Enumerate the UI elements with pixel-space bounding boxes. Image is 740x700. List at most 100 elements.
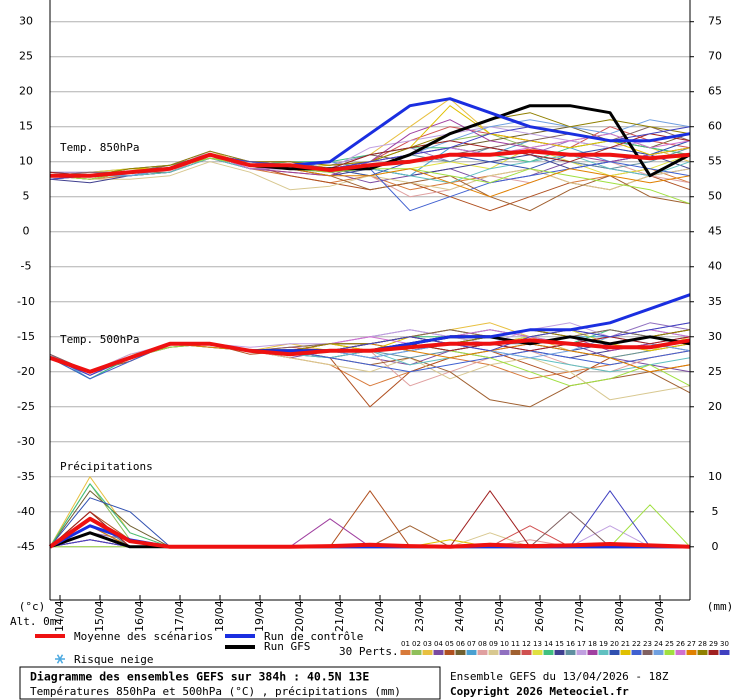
member-label: 05 bbox=[445, 640, 454, 648]
member-label: 11 bbox=[511, 640, 520, 648]
member-label: 17 bbox=[577, 640, 586, 648]
member-label: 18 bbox=[588, 640, 597, 648]
member-label: 15 bbox=[555, 640, 564, 648]
x-tick-label: 23/04 bbox=[413, 600, 426, 632]
legend-label: Moyenne des scénarios bbox=[74, 630, 213, 643]
member-swatch bbox=[598, 650, 609, 655]
member-swatch bbox=[697, 650, 708, 655]
member-label: 20 bbox=[610, 640, 619, 648]
member-label: 21 bbox=[621, 640, 630, 648]
snow-risk: Risque neige bbox=[74, 653, 153, 666]
member-label: 06 bbox=[456, 640, 465, 648]
member-swatch bbox=[609, 650, 620, 655]
legend-label: Run de contrôle bbox=[264, 630, 363, 643]
y2-tick-label: 10 bbox=[708, 470, 722, 483]
y-tick-label: -20 bbox=[17, 365, 35, 378]
y2-tick-label: 70 bbox=[708, 50, 722, 63]
x-tick-label: 18/04 bbox=[213, 600, 226, 632]
member-label: 13 bbox=[533, 640, 542, 648]
member-label: 10 bbox=[500, 640, 509, 648]
member-label: 27 bbox=[687, 640, 696, 648]
x-tick-label: 26/04 bbox=[533, 600, 546, 632]
altitude: Alt. 0m bbox=[10, 615, 57, 628]
member-label: 24 bbox=[654, 640, 663, 648]
y2-tick-label: 30 bbox=[708, 330, 722, 343]
y2-tick-label: 20 bbox=[708, 400, 722, 413]
title-box bbox=[19, 666, 441, 700]
y-tick-label: 15 bbox=[19, 120, 33, 133]
x-tick-label: 27/04 bbox=[573, 600, 586, 632]
y2-tick-label: 35 bbox=[708, 295, 722, 308]
member-label: 02 bbox=[412, 640, 421, 648]
y2-tick-label: 50 bbox=[708, 190, 722, 203]
x-tick-label: 29/04 bbox=[653, 600, 666, 632]
y-tick-label: -5 bbox=[21, 260, 32, 273]
y2-tick-label: 60 bbox=[708, 120, 722, 133]
x-tick-label: 19/04 bbox=[253, 600, 266, 632]
member-label: 19 bbox=[599, 640, 608, 648]
member-swatch bbox=[433, 650, 444, 655]
y2-tick-label: 45 bbox=[708, 225, 722, 238]
panel-label: Temp. 500hPa bbox=[60, 333, 139, 346]
member-label: 29 bbox=[709, 640, 718, 648]
member-swatch bbox=[488, 650, 499, 655]
y-tick-label: 10 bbox=[19, 155, 33, 168]
panel-label: Temp. 850hPa bbox=[60, 141, 139, 154]
y-tick-label: -30 bbox=[17, 435, 35, 448]
x-tick-label: 17/04 bbox=[173, 600, 186, 632]
series-line bbox=[48, 516, 691, 549]
y2-tick-label: 5 bbox=[712, 505, 719, 518]
series-lines bbox=[48, 97, 691, 549]
member-swatch bbox=[719, 650, 730, 655]
x-tick-label: 14/04 bbox=[53, 600, 66, 632]
member-label: 08 bbox=[478, 640, 487, 648]
member-swatch bbox=[510, 650, 521, 655]
member-swatch bbox=[543, 650, 554, 655]
member-label: 16 bbox=[566, 640, 575, 648]
member-swatch bbox=[400, 650, 411, 655]
member-label: 25 bbox=[665, 640, 674, 648]
legend-label: Run GFS bbox=[264, 640, 310, 653]
y2-tick-label: 75 bbox=[708, 15, 722, 28]
y-tick-label: -40 bbox=[17, 505, 35, 518]
member-swatch bbox=[675, 650, 686, 655]
y-tick-label: 30 bbox=[19, 15, 33, 28]
member-swatch bbox=[653, 650, 664, 655]
member-swatch bbox=[642, 650, 653, 655]
y2-unit: (mm) bbox=[707, 600, 734, 613]
x-tick-label: 16/04 bbox=[133, 600, 146, 632]
y-unit: (°c) bbox=[19, 600, 46, 613]
members-label: 30 Perts. bbox=[339, 645, 399, 658]
x-tick-label: 24/04 bbox=[453, 600, 466, 632]
member-swatch bbox=[466, 650, 477, 655]
y-tick-label: 5 bbox=[23, 190, 30, 203]
member-swatch bbox=[576, 650, 587, 655]
member-label: 22 bbox=[632, 640, 641, 648]
member-swatch bbox=[422, 650, 433, 655]
y-tick-label: 0 bbox=[23, 225, 30, 238]
member-label: 23 bbox=[643, 640, 652, 648]
panel-label: Précipitations bbox=[60, 460, 153, 473]
chart-subtitle: Températures 850hPa et 500hPa (°C) , pré… bbox=[30, 685, 401, 698]
x-tick-label: 25/04 bbox=[493, 600, 506, 632]
member-swatch bbox=[686, 650, 697, 655]
series-line bbox=[49, 338, 691, 374]
run-info: Ensemble GEFS du 13/04/2026 - 18Z bbox=[450, 670, 669, 683]
member-swatch bbox=[631, 650, 642, 655]
member-swatch bbox=[477, 650, 488, 655]
member-swatch bbox=[521, 650, 532, 655]
y-tick-label: 25 bbox=[19, 50, 33, 63]
member-label: 12 bbox=[522, 640, 531, 648]
member-swatch bbox=[620, 650, 631, 655]
member-label: 28 bbox=[698, 640, 707, 648]
member-swatch bbox=[664, 650, 675, 655]
member-swatch bbox=[708, 650, 719, 655]
y2-tick-label: 25 bbox=[708, 365, 722, 378]
member-label: 01 bbox=[401, 640, 410, 648]
member-label: 30 bbox=[720, 640, 729, 648]
member-label: 14 bbox=[544, 640, 553, 648]
y2-tick-label: 55 bbox=[708, 155, 722, 168]
member-swatch bbox=[444, 650, 455, 655]
snow-icon bbox=[55, 654, 65, 664]
x-tick-label: 22/04 bbox=[373, 600, 386, 632]
